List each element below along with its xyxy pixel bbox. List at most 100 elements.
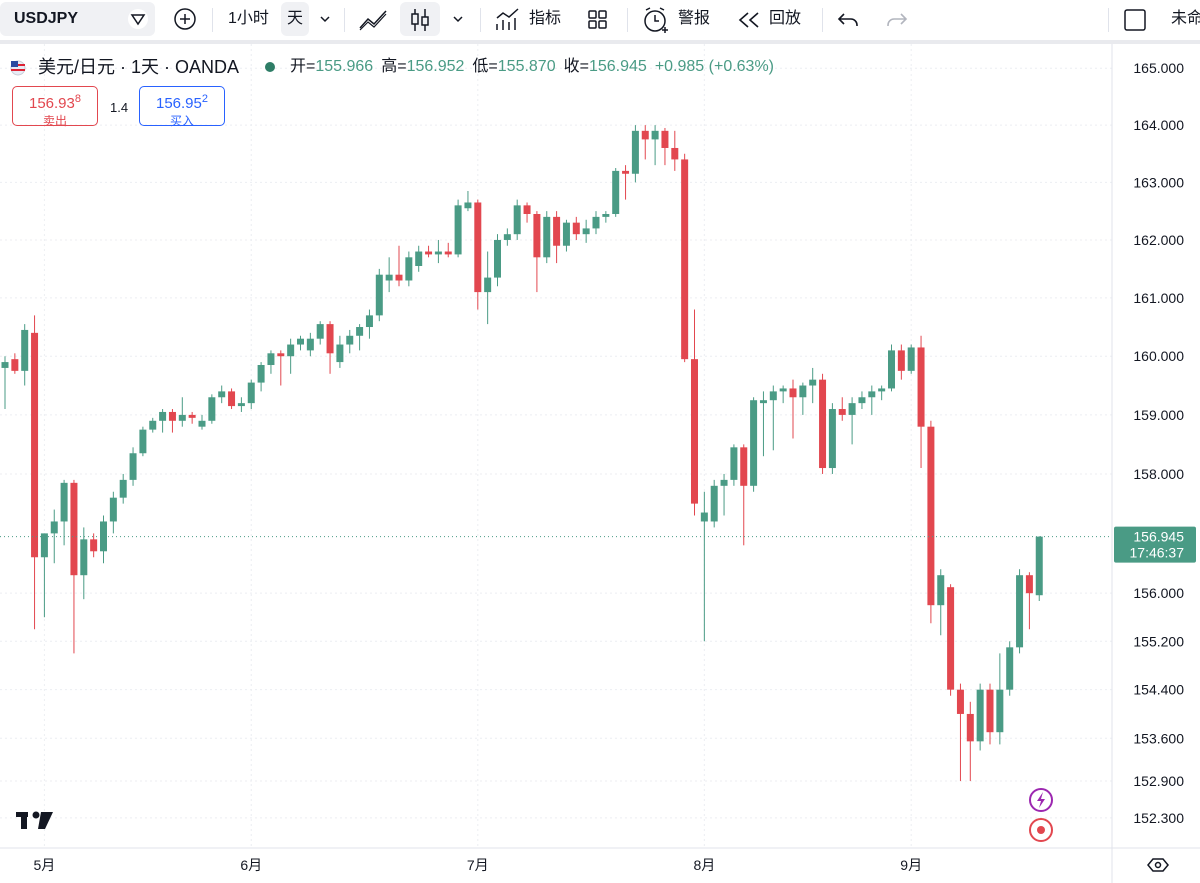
candle-body	[316, 324, 324, 339]
legend: 美元/日元 · 1天 · OANDA	[38, 56, 239, 78]
sell-label: 卖出	[42, 114, 67, 128]
sell-price-row: 156.938	[13, 89, 97, 114]
undo-icon[interactable]	[836, 8, 862, 32]
lightning-icon[interactable]	[1029, 788, 1053, 812]
candle-body	[592, 216, 600, 229]
grid	[0, 44, 1112, 848]
candle-body	[533, 213, 541, 258]
y-tick-label: 155.200	[1133, 633, 1184, 649]
candle-body	[415, 251, 423, 266]
y-tick-label: 153.600	[1133, 730, 1184, 746]
interval-active-bg	[281, 2, 309, 36]
interval-active[interactable]: 天	[287, 10, 304, 27]
candle-body	[139, 429, 147, 454]
price-tag-time: 17:46:37	[1130, 545, 1185, 561]
candle-body	[927, 426, 935, 606]
candle-body	[759, 400, 767, 404]
candle-body	[562, 222, 570, 246]
candle-body	[336, 344, 344, 363]
candle-body	[149, 420, 157, 430]
candle-body	[119, 479, 127, 498]
candle-body	[661, 130, 669, 148]
candle-body	[208, 397, 216, 421]
price-tag	[1114, 526, 1196, 563]
candle-body	[365, 315, 373, 328]
chevron[interactable]	[318, 12, 332, 26]
alert-icon[interactable]	[641, 5, 671, 35]
candle-body	[168, 411, 176, 421]
y-tick-label: 165.000	[1133, 60, 1184, 76]
buy-price-row: 156.952	[140, 89, 224, 114]
candle-icon[interactable]	[406, 6, 434, 34]
y-tick-label: 164.000	[1133, 117, 1184, 133]
buy-button[interactable]: 156.952 买入	[139, 86, 225, 128]
sell-pip: 8	[74, 93, 81, 105]
candle-body	[956, 689, 964, 714]
y-tick-label: 158.000	[1133, 466, 1184, 482]
candle-body	[553, 216, 561, 246]
candle-body	[602, 213, 610, 217]
price-tag-value: 156.945	[1133, 529, 1184, 545]
sell-button[interactable]: 156.938 卖出	[12, 86, 98, 128]
candle-body	[306, 338, 314, 351]
layout-icon[interactable]	[1122, 7, 1148, 33]
candle-body	[740, 447, 748, 486]
y-tick-label: 156.000	[1133, 585, 1184, 601]
candle-body	[21, 329, 29, 371]
low-value: 155.870	[497, 58, 556, 75]
candle-body	[356, 327, 364, 336]
layout-name[interactable]: 未命	[1171, 10, 1200, 27]
candle-body	[720, 479, 728, 486]
candle-body	[1016, 575, 1024, 648]
candle-body	[494, 239, 501, 278]
replay-icon[interactable]	[736, 9, 762, 31]
alerts[interactable]: 警报	[678, 10, 711, 27]
change: +0.985 (+0.63%)	[654, 58, 775, 75]
candle-body	[188, 414, 196, 418]
candle-body	[572, 222, 580, 235]
candle-body	[937, 575, 945, 606]
candles	[0, 125, 1112, 782]
candle-body	[277, 353, 285, 357]
candle-body	[789, 388, 797, 398]
symbol[interactable]: USDJPY	[14, 10, 79, 27]
open-value: 155.966	[315, 58, 374, 75]
candle-body	[464, 202, 472, 209]
candle-body	[750, 400, 758, 486]
candle-body	[897, 350, 905, 371]
candle-body	[681, 159, 689, 360]
chevron[interactable]	[451, 12, 465, 26]
interval[interactable]: 1小时	[228, 10, 269, 27]
line-chart-icon[interactable]	[358, 6, 390, 32]
candle-body	[375, 274, 383, 316]
candle-body	[237, 403, 245, 407]
candle-body	[346, 335, 354, 345]
candle-body	[247, 382, 255, 404]
settings-icon[interactable]	[1147, 858, 1169, 872]
indicators-icon[interactable]	[494, 6, 522, 32]
y-tick-label: 163.000	[1133, 174, 1184, 190]
candle-body	[484, 277, 492, 293]
candle-body	[1035, 536, 1043, 596]
add-icon[interactable]	[172, 7, 198, 33]
candle-body	[31, 332, 39, 558]
y-tick-label: 162.000	[1133, 232, 1184, 248]
candle-body	[326, 324, 334, 354]
y-tick-label: 161.000	[1133, 290, 1184, 306]
replay[interactable]: 回放	[769, 10, 802, 27]
candle-body	[907, 347, 915, 371]
templates-icon[interactable]	[586, 8, 610, 32]
candle-body	[730, 447, 738, 480]
candle-body	[947, 587, 955, 690]
candle-body	[395, 274, 403, 281]
candle-body	[385, 274, 393, 281]
record-icon[interactable]	[1029, 818, 1053, 842]
compare-icon[interactable]	[124, 7, 152, 31]
buy-pip: 2	[201, 93, 208, 105]
indicators[interactable]: 指标	[529, 10, 562, 27]
candle-body	[700, 512, 708, 522]
candle-body	[178, 414, 186, 421]
candle-body	[651, 130, 659, 140]
y-tick-label: 152.900	[1133, 773, 1184, 789]
